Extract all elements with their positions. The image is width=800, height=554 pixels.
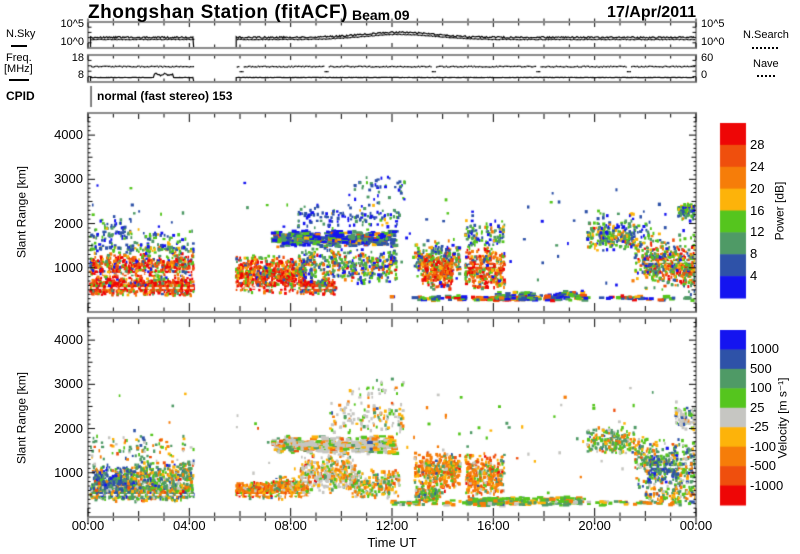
velocity-colorbar-label: -1000 bbox=[750, 477, 784, 493]
nave-tick-top: 60 bbox=[701, 52, 714, 64]
power-colorbar-label: 8 bbox=[750, 246, 758, 262]
slant-range-label-velocity: Slant Range [km] bbox=[14, 371, 29, 465]
velocity-colorbar-label: 500 bbox=[750, 360, 772, 376]
velocity-colorbar-title: Velocity [m s⁻¹] bbox=[775, 377, 790, 459]
freq-tick-top: 18 bbox=[71, 52, 84, 64]
x-tick-label: 12:00 bbox=[375, 518, 409, 533]
x-tick-label: 16:00 bbox=[477, 518, 510, 533]
station-title: Zhongshan Station (fitACF) bbox=[88, 2, 348, 23]
nave-tick-bottom: 0 bbox=[701, 69, 708, 81]
power-y-tick-label: 2000 bbox=[54, 215, 83, 231]
power-colorbar-label: 20 bbox=[750, 180, 765, 196]
velocity-y-tick-label: 1000 bbox=[54, 464, 83, 480]
nave-label: Nave bbox=[753, 58, 779, 70]
nsearch-label: N.Search bbox=[743, 29, 789, 41]
x-tick-label: 00:00 bbox=[679, 518, 713, 533]
x-tick-label: 08:00 bbox=[274, 518, 307, 533]
nave-legend-dots bbox=[757, 75, 775, 77]
power-colorbar-label: 28 bbox=[750, 136, 765, 152]
slant-range-label-power: Slant Range [km] bbox=[14, 165, 29, 259]
freq-label-line1: Freq. bbox=[6, 52, 32, 64]
x-tick-label: 00:00 bbox=[71, 518, 105, 533]
power-colorbar-label: 24 bbox=[750, 158, 765, 174]
velocity-colorbar-label: -500 bbox=[750, 458, 777, 474]
freq-legend-line bbox=[9, 79, 29, 81]
velocity-y-tick-label: 2000 bbox=[54, 420, 83, 436]
cpid-value: normal (fast stereo) 153 bbox=[97, 89, 233, 103]
velocity-y-tick-label: 4000 bbox=[54, 332, 83, 348]
beam-label: Beam 09 bbox=[352, 7, 410, 23]
x-tick-label: 04:00 bbox=[173, 518, 206, 533]
freq-tick-bottom: 8 bbox=[77, 69, 84, 81]
velocity-colorbar-label: 100 bbox=[750, 380, 772, 396]
power-colorbar-label: 4 bbox=[750, 268, 758, 284]
power-y-tick-label: 3000 bbox=[54, 171, 83, 187]
power-colorbar-label: 12 bbox=[750, 224, 765, 240]
nsky-legend-line bbox=[11, 45, 27, 47]
velocity-colorbar-label: -100 bbox=[750, 438, 777, 454]
velocity-y-tick-label: 3000 bbox=[54, 376, 83, 392]
cpid-label: CPID bbox=[6, 89, 35, 103]
power-y-tick-label: 1000 bbox=[54, 259, 83, 275]
power-colorbar-title: Power [dB] bbox=[772, 181, 787, 241]
velocity-colorbar-label: -25 bbox=[750, 419, 769, 435]
power-colorbar-label: 16 bbox=[750, 202, 765, 218]
freq-label-line2: [MHz] bbox=[4, 63, 33, 75]
x-tick-label: 20:00 bbox=[578, 518, 611, 533]
date-label: 17/Apr/2011 bbox=[607, 4, 696, 21]
power-y-tick-label: 4000 bbox=[54, 127, 83, 143]
nsky-label: N.Sky bbox=[6, 28, 36, 40]
nsearch-legend-dots bbox=[752, 47, 778, 49]
velocity-colorbar-label: 1000 bbox=[750, 341, 779, 357]
nsky-tick-top-right: 10^5 bbox=[701, 18, 725, 30]
nsky-tick-bottom-right: 10^0 bbox=[701, 36, 725, 48]
time-ut-label: Time UT bbox=[367, 535, 417, 550]
nsky-tick-bottom-left: 10^0 bbox=[60, 36, 84, 48]
nsky-tick-top-left: 10^5 bbox=[60, 18, 84, 30]
velocity-colorbar-label: 25 bbox=[750, 399, 765, 415]
